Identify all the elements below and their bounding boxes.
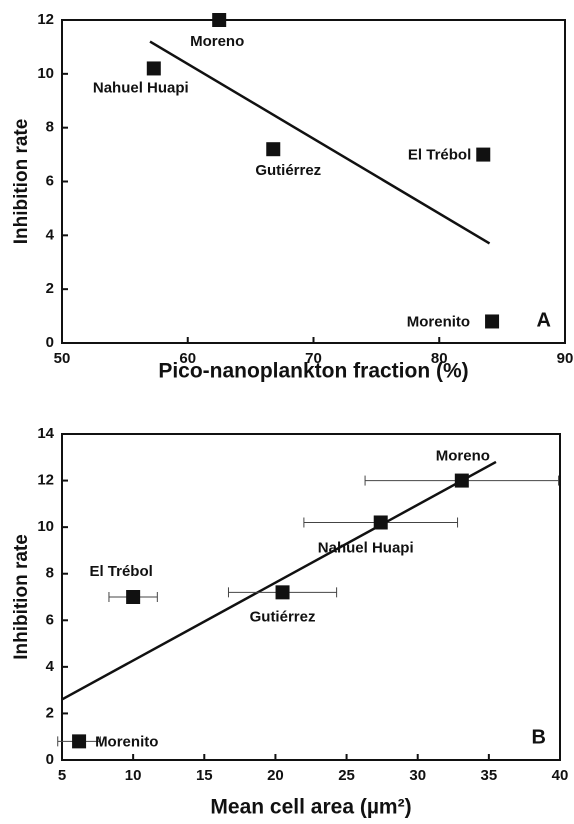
point bbox=[373, 515, 388, 530]
point-label: Gutiérrez bbox=[255, 162, 321, 179]
point-label: Moreno bbox=[436, 448, 490, 465]
point-label: Morenito bbox=[407, 313, 470, 330]
x-tick-label: 80 bbox=[431, 350, 448, 367]
x-axis-title: Mean cell area (µm²) bbox=[210, 796, 411, 819]
x-tick-label: 25 bbox=[338, 767, 355, 784]
point bbox=[126, 590, 141, 604]
point-label: Gutiérrez bbox=[250, 608, 316, 625]
y-tick-label: 0 bbox=[46, 751, 54, 768]
y-tick-label: 6 bbox=[46, 611, 54, 628]
y-tick-label: 2 bbox=[46, 704, 54, 721]
x-tick-label: 50 bbox=[54, 350, 71, 367]
x-tick-label: 20 bbox=[267, 767, 284, 784]
trend-line bbox=[149, 40, 491, 245]
y-tick-label: 4 bbox=[46, 658, 55, 675]
y-tick-label: 4 bbox=[46, 226, 55, 243]
point-label: Morenito bbox=[95, 733, 158, 750]
x-tick-label: 10 bbox=[125, 767, 142, 784]
panel-label: A bbox=[537, 309, 551, 331]
y-tick-label: 10 bbox=[37, 518, 54, 535]
y-tick-label: 12 bbox=[37, 472, 54, 489]
x-tick-label: 15 bbox=[196, 767, 213, 784]
x-axis-title: Pico-nanoplankton fraction (%) bbox=[158, 360, 468, 383]
point-label: Nahuel Huapi bbox=[318, 539, 414, 556]
y-tick-label: 10 bbox=[37, 65, 54, 82]
panel-label: B bbox=[532, 726, 546, 748]
y-tick-label: 2 bbox=[46, 280, 54, 297]
point-label: El Trébol bbox=[408, 147, 471, 164]
y-tick-label: 0 bbox=[46, 334, 54, 351]
x-tick-label: 30 bbox=[409, 767, 426, 784]
y-tick-label: 12 bbox=[37, 11, 54, 28]
x-tick-label: 5 bbox=[58, 767, 66, 784]
point-label: El Trébol bbox=[89, 563, 152, 580]
y-tick-label: 6 bbox=[46, 172, 54, 189]
point bbox=[275, 585, 290, 600]
point bbox=[72, 734, 87, 749]
x-tick-label: 60 bbox=[179, 350, 196, 367]
point bbox=[454, 473, 469, 488]
trend-line bbox=[61, 460, 497, 701]
plot-frame bbox=[61, 19, 566, 344]
point bbox=[476, 147, 491, 162]
y-axis-title: Inhibition rate bbox=[11, 119, 32, 245]
point-label: Nahuel Huapi bbox=[93, 79, 189, 96]
point bbox=[266, 142, 281, 157]
x-tick-label: 90 bbox=[557, 350, 574, 367]
plot-frame bbox=[61, 433, 561, 761]
point-label: Moreno bbox=[190, 33, 244, 50]
point bbox=[485, 314, 500, 329]
y-tick-label: 8 bbox=[46, 119, 54, 136]
point bbox=[146, 61, 161, 76]
y-axis-title: Inhibition rate bbox=[11, 534, 32, 660]
x-tick-label: 35 bbox=[481, 767, 498, 784]
x-tick-label: 70 bbox=[305, 350, 322, 367]
point bbox=[212, 13, 227, 27]
y-tick-label: 14 bbox=[37, 425, 54, 442]
x-tick-label: 40 bbox=[552, 767, 569, 784]
y-tick-label: 8 bbox=[46, 565, 54, 582]
